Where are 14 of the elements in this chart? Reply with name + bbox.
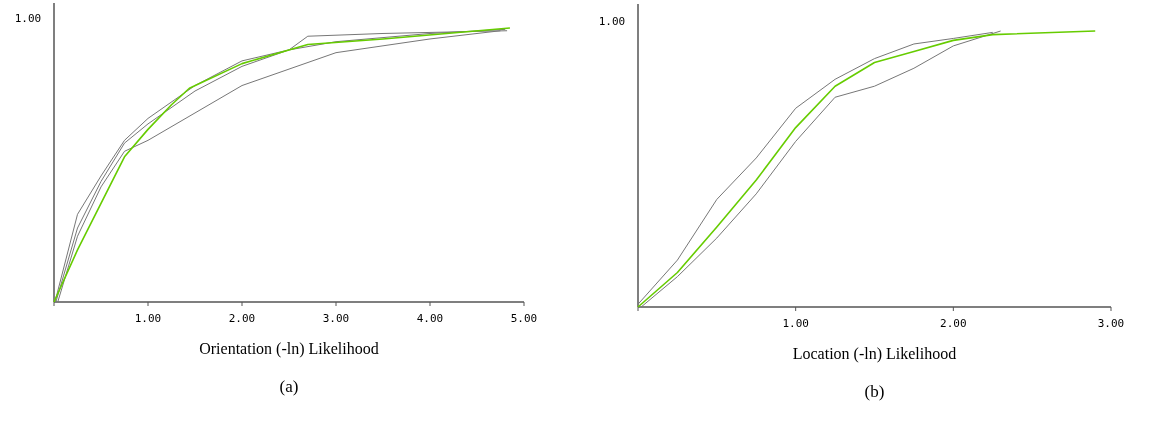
x-tick-label: 2.00 [940,317,967,330]
text: (a) [279,377,299,396]
x-axis-title: Location (-ln) Likelihood [792,345,957,363]
x-tick-label: 3.00 [1097,317,1125,330]
x-tick-label: 4.00 [416,312,444,325]
x-tick-label: 1.00 [782,317,809,330]
x-tick-label: 2.00 [228,312,256,325]
x-axis-title: Orientation (-ln) Likelihood [199,340,379,358]
x-tick-label: 5.00 [510,312,538,325]
x-tick-label: 3.00 [322,312,350,325]
text: (b) [864,382,885,401]
x-tick-label: 1.00 [134,312,162,325]
text: 1.00 [598,15,626,28]
text: 1.00 [14,12,42,25]
